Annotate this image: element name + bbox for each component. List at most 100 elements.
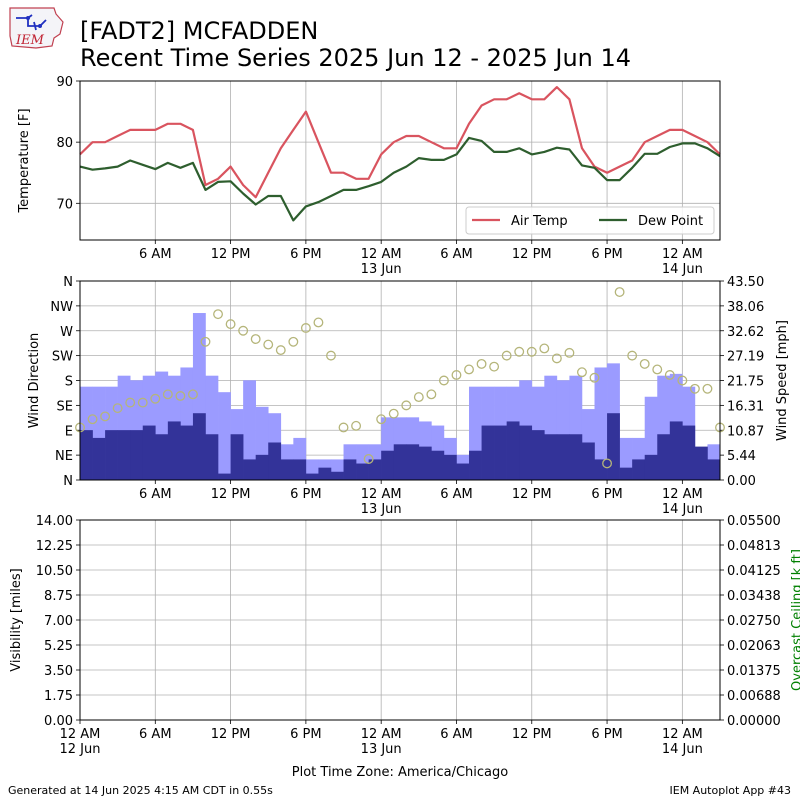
wind-direction-point [388, 408, 399, 419]
wind-speed-bar [192, 413, 206, 480]
wind-direction-point [351, 420, 362, 431]
wind-direction-point [162, 389, 173, 400]
wind-speed-bar [519, 425, 533, 480]
x-tick-label: 12 AM [662, 487, 703, 502]
x-tick-date-label: 14 Jun [662, 502, 703, 517]
wind-speed-bar [155, 434, 169, 480]
y-axis-label: Temperature [F] [17, 108, 32, 213]
wind-direction-point [526, 346, 537, 357]
wind-direction-point [376, 414, 387, 425]
ceiling-tick-label: 0.00688 [727, 689, 781, 704]
x-tick-label: 12 PM [211, 247, 251, 262]
direction-tick-label: SE [57, 399, 73, 414]
ceiling-tick-label: 0.04813 [727, 539, 781, 554]
wind-direction-point [689, 383, 700, 394]
y-tick-label: 70 [56, 197, 73, 212]
legend: Air Temp Dew Point [465, 206, 715, 235]
gust-bar [243, 380, 256, 480]
visibility-tick-label: 10.50 [36, 564, 73, 579]
wind-direction-point [112, 403, 123, 414]
wind-speed-bar [130, 430, 144, 480]
visibility-tick-label: 3.50 [44, 664, 73, 679]
direction-tick-label: SW [52, 350, 73, 365]
wind-direction-point [476, 358, 487, 369]
visibility-tick-label: 7.00 [44, 614, 73, 629]
x-tick-date-label: 12 Jun [60, 742, 101, 757]
wind-speed-bar [594, 459, 608, 480]
ceiling-tick-label: 0.02063 [727, 639, 781, 654]
chart-title: [FADT2] MCFADDEN [80, 17, 319, 45]
speed-tick-label: 21.75 [727, 375, 764, 390]
wind-speed-bar [544, 434, 558, 480]
wind-direction-point [489, 361, 500, 372]
wind-speed-bar [243, 459, 256, 480]
y-axis-label: Wind Direction [27, 333, 42, 429]
x-tick-label: 12 AM [361, 247, 402, 262]
wind-speed-bar [268, 442, 282, 480]
visibility-tick-label: 12.25 [36, 539, 73, 554]
wind-speed-bar [418, 446, 432, 480]
speed-tick-label: 0.00 [727, 474, 756, 489]
wind-speed-bar [230, 434, 244, 480]
x-tick-date-label: 13 Jun [361, 742, 402, 757]
y2-axis-label: Overcast Ceiling [k ft] [790, 549, 800, 691]
x-tick-label: 12 PM [512, 727, 552, 742]
wind-speed-bar [707, 459, 721, 480]
wind-direction-point [238, 325, 249, 336]
x-tick-label: 6 PM [591, 247, 622, 262]
wind-direction-point [263, 339, 274, 350]
direction-tick-label: NE [55, 449, 73, 464]
wind-speed-bar [205, 434, 219, 480]
wind-speed-bar [92, 437, 106, 480]
visibility-tick-label: 5.25 [44, 639, 73, 654]
x-tick-label: 12 AM [361, 727, 402, 742]
wind-speed-bar [506, 421, 520, 480]
wind-direction-point [514, 346, 525, 357]
direction-tick-label: N [63, 474, 73, 489]
legend-box [465, 206, 715, 235]
app-credit: IEM Autoplot App #43 [669, 784, 792, 797]
wind-direction-point [438, 375, 449, 386]
wind-direction-point [539, 343, 550, 354]
ceiling-tick-label: 0.04125 [727, 564, 781, 579]
wind-speed-bar [180, 425, 194, 480]
y-tick-label: 80 [56, 136, 73, 151]
x-tick-label: 6 PM [591, 487, 622, 502]
x-axis-label: Plot Time Zone: America/Chicago [292, 765, 508, 780]
wind-direction-point [639, 358, 650, 369]
wind-speed-bar [443, 454, 457, 480]
x-tick-label: 6 AM [440, 247, 473, 262]
wind-speed-bar [280, 459, 294, 480]
wind-direction-point [401, 400, 412, 411]
iem-logo: IEM [9, 7, 64, 49]
legend-label-dew-point: Dew Point [638, 214, 703, 229]
wind-direction-point [137, 397, 148, 408]
wind-direction-point [614, 287, 625, 298]
x-tick-label: 6 AM [139, 727, 172, 742]
wind-direction-point [664, 370, 675, 380]
wind-speed-bar [632, 459, 646, 480]
x-tick-label: 12 AM [662, 727, 703, 742]
wind-direction-point [187, 389, 198, 400]
legend-label-air-temp: Air Temp [511, 214, 568, 229]
plot-frame [79, 280, 721, 481]
visibility-tick-label: 14.00 [36, 514, 73, 529]
wind-speed-bar [343, 459, 357, 480]
wind-speed-bar [644, 454, 658, 480]
wind-direction-point [627, 350, 638, 361]
wind-speed-bar [381, 450, 395, 480]
wind-direction-point [225, 319, 236, 330]
x-tick-date-label: 14 Jun [662, 262, 703, 277]
x-tick-label: 6 AM [139, 247, 172, 262]
wind-speed-bar [469, 450, 482, 480]
y-tick-label: 90 [56, 75, 73, 90]
wind-speed-bar [531, 430, 545, 480]
wind-direction-point [501, 350, 512, 361]
wind-direction-point [125, 397, 136, 408]
x-tick-label: 12 AM [361, 487, 402, 502]
wind-direction-point [100, 411, 111, 422]
